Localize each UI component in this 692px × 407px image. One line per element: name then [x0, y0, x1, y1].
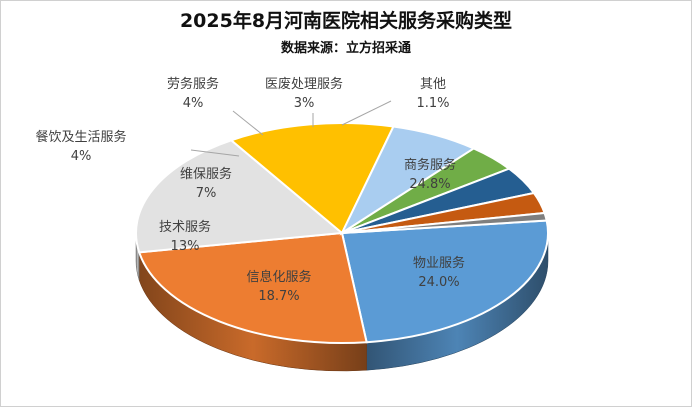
slice-label-5: 维保服务	[180, 166, 232, 182]
slice-value-6: 4%	[71, 149, 92, 164]
slice-label-2: 物业服务	[413, 255, 465, 271]
slice-label-4: 技术服务	[159, 219, 211, 235]
pie-slice-9	[341, 211, 548, 234]
slice-value-2: 24.0%	[418, 275, 459, 290]
slice-value-5: 7%	[196, 186, 217, 201]
leader-line-9	[341, 100, 392, 126]
slice-label-6: 餐饮及生活服务	[35, 129, 126, 145]
slice-value-4: 13%	[171, 239, 200, 254]
slice-value-7: 4%	[183, 96, 204, 111]
slice-value-1: 24.8%	[409, 177, 450, 192]
chart-subtitle: 数据来源：立方招采通	[280, 41, 411, 56]
leader-line-7	[232, 110, 264, 136]
slice-label-8: 医废处理服务	[265, 76, 343, 92]
pie-slice-4	[229, 122, 395, 235]
pie-slice-2	[137, 231, 368, 344]
slice-value-8: 3%	[294, 96, 315, 111]
slice-label-7: 劳务服务	[167, 76, 219, 92]
pie-slice-1	[340, 219, 549, 344]
pie-slice-3	[135, 139, 345, 254]
slice-value-3: 18.7%	[258, 289, 299, 304]
slice-label-9: 其他	[420, 77, 446, 92]
leader-line-6	[190, 149, 240, 157]
chart-title: 2025年8月河南医院相关服务采购类型	[179, 10, 513, 32]
slice-label-1: 商务服务	[404, 157, 456, 173]
slice-label-3: 信息化服务	[246, 269, 311, 285]
slice-value-9: 1.1%	[416, 96, 449, 111]
